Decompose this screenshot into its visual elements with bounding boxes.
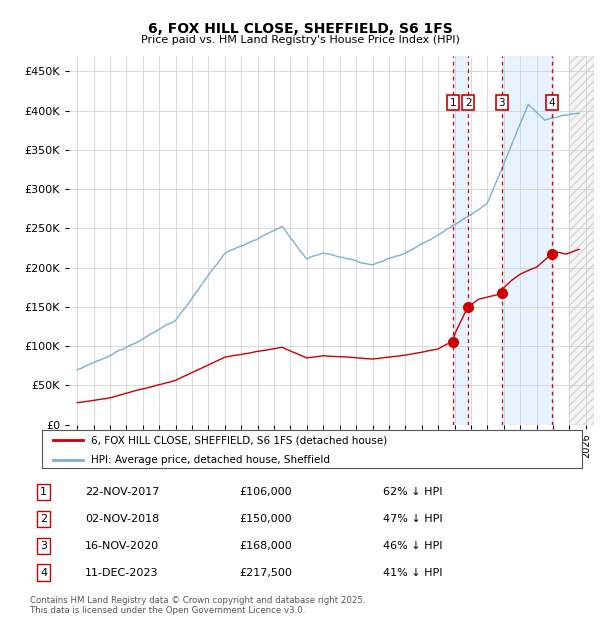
Text: 11-DEC-2023: 11-DEC-2023	[85, 567, 158, 577]
Text: 1: 1	[40, 487, 47, 497]
Text: £150,000: £150,000	[240, 514, 292, 524]
Text: 41% ↓ HPI: 41% ↓ HPI	[383, 567, 443, 577]
Text: 6, FOX HILL CLOSE, SHEFFIELD, S6 1FS: 6, FOX HILL CLOSE, SHEFFIELD, S6 1FS	[148, 22, 452, 37]
Text: 3: 3	[499, 98, 505, 108]
Text: 1: 1	[449, 98, 456, 108]
Text: 47% ↓ HPI: 47% ↓ HPI	[383, 514, 443, 524]
Text: 3: 3	[40, 541, 47, 551]
Text: 16-NOV-2020: 16-NOV-2020	[85, 541, 160, 551]
Text: 4: 4	[40, 567, 47, 577]
Text: 6, FOX HILL CLOSE, SHEFFIELD, S6 1FS (detached house): 6, FOX HILL CLOSE, SHEFFIELD, S6 1FS (de…	[91, 435, 387, 445]
Text: 46% ↓ HPI: 46% ↓ HPI	[383, 541, 443, 551]
Text: Price paid vs. HM Land Registry's House Price Index (HPI): Price paid vs. HM Land Registry's House …	[140, 35, 460, 45]
Bar	[502, 56, 552, 425]
Text: 4: 4	[549, 98, 556, 108]
Text: 62% ↓ HPI: 62% ↓ HPI	[383, 487, 443, 497]
Text: HPI: Average price, detached house, Sheffield: HPI: Average price, detached house, Shef…	[91, 454, 329, 464]
Text: 2: 2	[465, 98, 472, 108]
Bar	[453, 56, 468, 425]
Text: Contains HM Land Registry data © Crown copyright and database right 2025.
This d: Contains HM Land Registry data © Crown c…	[30, 596, 365, 615]
Text: £217,500: £217,500	[240, 567, 293, 577]
Text: 02-NOV-2018: 02-NOV-2018	[85, 514, 160, 524]
Bar	[569, 56, 594, 425]
Text: £106,000: £106,000	[240, 487, 292, 497]
Text: 22-NOV-2017: 22-NOV-2017	[85, 487, 160, 497]
Text: 2: 2	[40, 514, 47, 524]
Text: £168,000: £168,000	[240, 541, 293, 551]
